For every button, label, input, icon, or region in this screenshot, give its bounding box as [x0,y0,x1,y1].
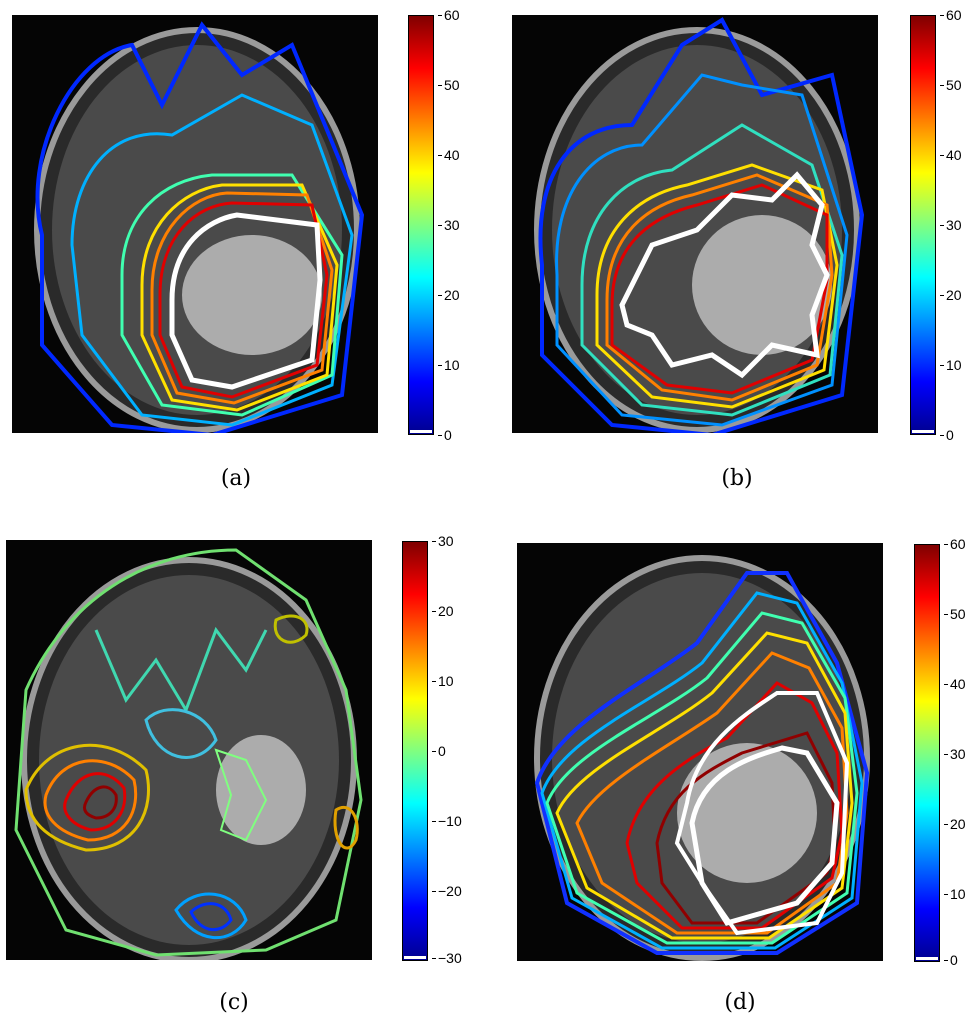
tick-label: 60 [944,536,966,552]
tick-label: 10 [940,357,962,373]
colorbar-c [402,541,428,961]
mri-image-c [6,540,372,960]
colorbar-white-mark [912,430,934,433]
tick-label: 50 [944,606,966,622]
caption-c: (c) [219,990,249,1015]
tick-label: 30 [432,533,454,549]
colorbar-white-mark [410,430,432,433]
tick-label: 10 [438,357,460,373]
tick-label: 50 [438,77,460,93]
tick-label: 0 [432,743,446,759]
tick-label: 30 [940,217,962,233]
tick-label: −10 [432,813,462,829]
tick-label: 20 [438,287,460,303]
mri-image-a [12,15,378,433]
caption-d: (d) [724,990,756,1015]
colorbar-d [914,544,940,962]
tick-label: 40 [438,147,460,163]
tick-label: 10 [944,886,966,902]
tick-label: 60 [438,7,460,23]
tick-label: −30 [432,950,462,966]
tick-label: 0 [438,427,452,443]
tick-label: 0 [940,427,954,443]
tick-label: −20 [432,883,462,899]
tick-label: 40 [944,676,966,692]
colorbar-b [910,15,936,435]
tick-label: 0 [944,952,958,968]
caption-a: (a) [220,466,252,491]
tick-label: 50 [940,77,962,93]
tick-label: 30 [438,217,460,233]
tick-label: 60 [940,7,962,23]
tick-label: 20 [944,816,966,832]
tick-label: 20 [432,603,454,619]
mri-image-b [512,15,878,433]
colorbar-white-mark [916,957,938,960]
mri-image-d [517,543,883,961]
tick-label: 10 [432,673,454,689]
tick-label: 20 [940,287,962,303]
colorbar-a [408,15,434,435]
tick-label: 30 [944,746,966,762]
colorbar-white-mark [404,956,426,959]
tick-label: 40 [940,147,962,163]
caption-b: (b) [721,466,753,491]
